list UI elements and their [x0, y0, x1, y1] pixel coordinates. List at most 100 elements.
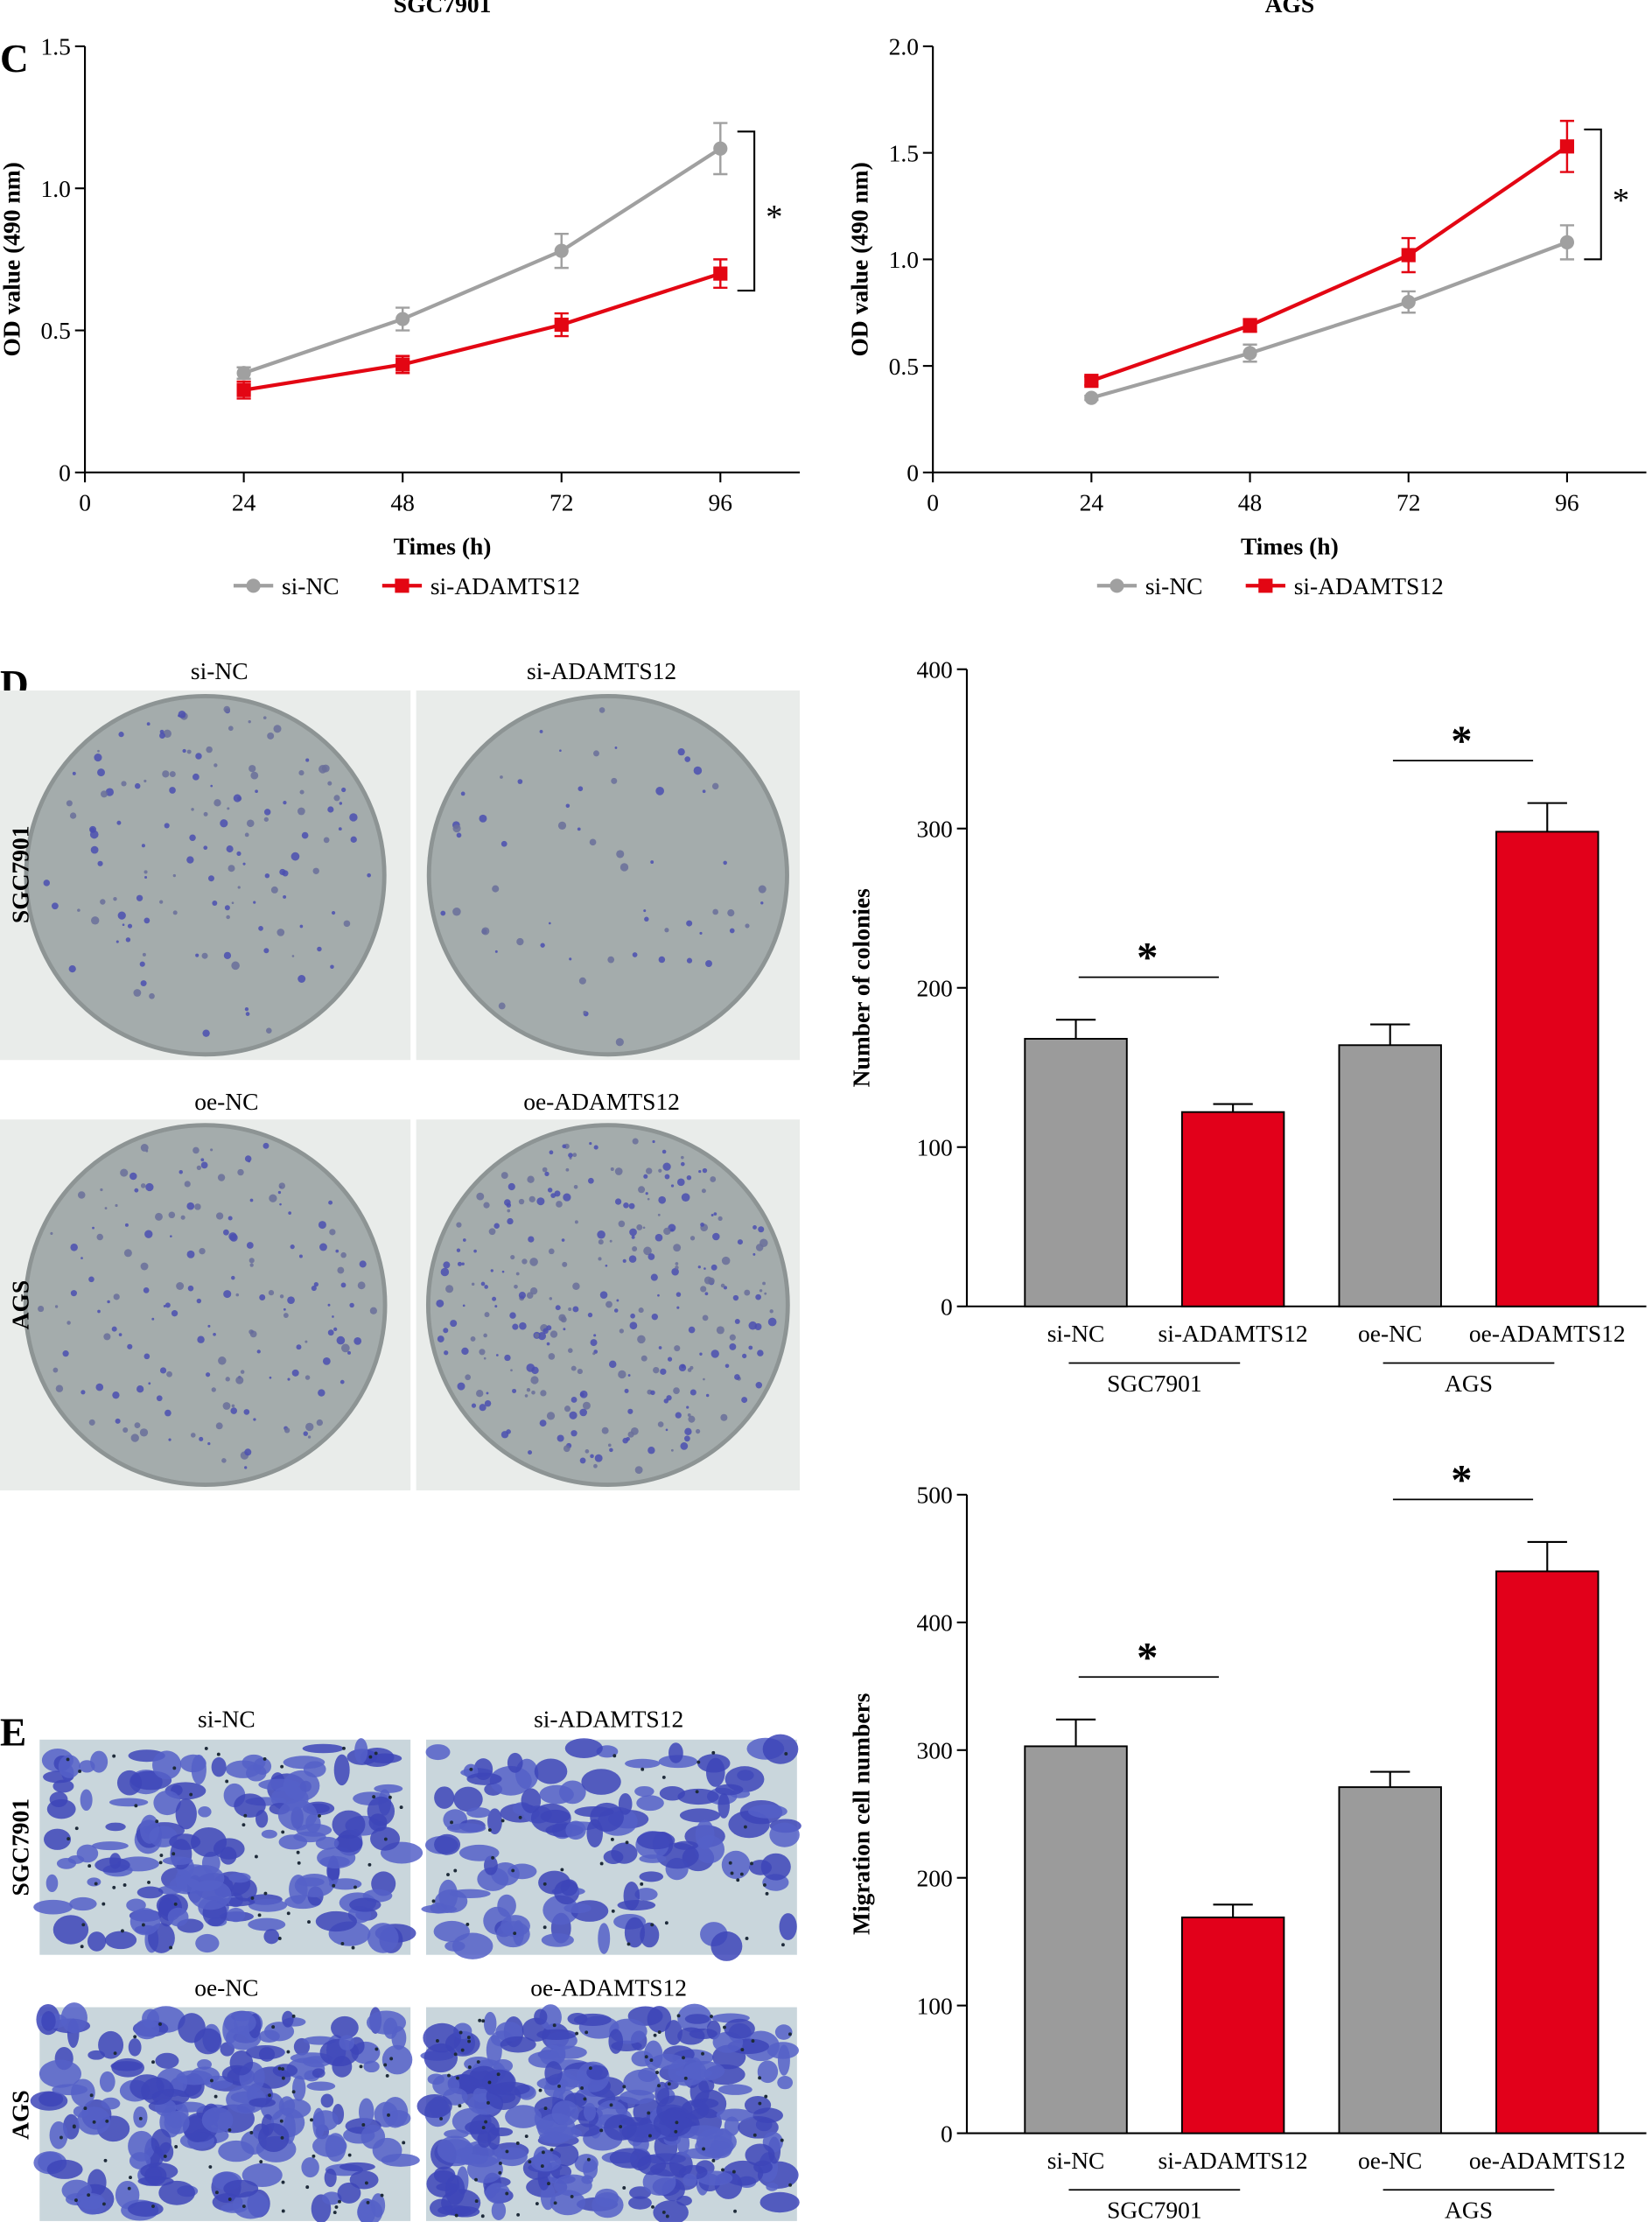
debris — [147, 1880, 150, 1884]
debris — [780, 2138, 784, 2142]
debris — [649, 2058, 654, 2063]
colony-dot — [159, 729, 164, 734]
debris — [657, 2030, 662, 2035]
colony-dot — [579, 1390, 588, 1398]
y-tick-label: 100 — [917, 1992, 953, 2019]
debris — [374, 1751, 378, 1756]
marker — [713, 141, 728, 156]
colony-dot — [359, 1260, 367, 1268]
debris — [611, 1909, 615, 1913]
group-label: SGC7901 — [1107, 1370, 1202, 1397]
debris — [505, 2191, 509, 2196]
colony-dot — [121, 781, 127, 787]
debris — [127, 2186, 131, 2190]
x-tick-label: oe-ADAMTS12 — [1469, 2147, 1626, 2174]
colony-dot — [323, 837, 330, 844]
cell — [722, 2160, 764, 2186]
colony-dot — [96, 1233, 103, 1241]
colony-dot — [634, 1466, 643, 1475]
cell — [681, 2099, 710, 2120]
cell — [175, 1798, 197, 1830]
cell — [466, 1772, 502, 1785]
cell — [258, 2047, 276, 2062]
cell — [444, 2175, 466, 2205]
cell — [611, 1842, 638, 1864]
y-tick-label: 500 — [917, 1482, 953, 1509]
debris — [745, 1937, 749, 1940]
colony-dot — [539, 729, 543, 733]
colony-dot — [480, 1281, 486, 1286]
cell — [437, 2135, 473, 2163]
cell — [367, 1923, 399, 1953]
colony-dot — [607, 956, 615, 964]
cell — [677, 2131, 690, 2155]
marker — [236, 382, 251, 397]
cell — [44, 1828, 72, 1850]
colony-dot — [589, 838, 597, 846]
colony-dot — [168, 1211, 176, 1219]
colony-dot — [94, 753, 102, 762]
colony-dot — [38, 1305, 45, 1313]
debris — [307, 1920, 311, 1924]
debris — [552, 2023, 556, 2028]
colony-dot — [142, 952, 146, 957]
debris — [338, 2199, 341, 2204]
colony-dot — [103, 1333, 111, 1341]
debris — [89, 2093, 94, 2098]
colony-dot — [340, 1251, 346, 1258]
debris — [280, 2135, 284, 2140]
colony-dot — [650, 1273, 658, 1281]
colony-dot — [437, 1335, 444, 1342]
debris — [730, 1871, 734, 1875]
colony-dot — [675, 1265, 679, 1270]
colony-dot — [658, 1168, 662, 1173]
y-tick-label: 100 — [917, 1133, 953, 1160]
debris — [478, 2018, 482, 2022]
debris — [368, 1755, 373, 1759]
colony-dot — [283, 1313, 289, 1318]
colony-dot — [187, 1285, 194, 1292]
y-tick-label: 1.5 — [41, 33, 71, 60]
colony-dot — [115, 1418, 121, 1424]
colony-dot — [608, 1360, 617, 1369]
debris — [372, 1795, 376, 1799]
colony-dot — [340, 1282, 346, 1288]
colony-dot — [650, 1390, 655, 1396]
chart-title: SGC7901 — [394, 0, 492, 18]
colony-dot — [755, 1293, 761, 1300]
colony-dot — [333, 795, 340, 802]
colony-dot — [149, 992, 155, 999]
debris — [695, 1790, 699, 1794]
debris — [622, 2085, 626, 2089]
colony-dot — [593, 750, 599, 757]
debris — [112, 1754, 116, 1758]
colony-dot — [190, 1433, 196, 1438]
colony-dot — [549, 1297, 553, 1300]
colony-dot — [245, 1012, 250, 1016]
colony-dot — [311, 1285, 317, 1292]
colony-dot — [248, 1329, 254, 1335]
colony-dot — [197, 1335, 205, 1343]
colony-dot — [338, 827, 342, 831]
colony-dot — [178, 710, 186, 718]
panel-label: C — [0, 37, 29, 81]
colony-dot — [240, 1370, 245, 1374]
colony-dot — [97, 860, 103, 866]
cell — [315, 1836, 340, 1850]
debris — [214, 2094, 218, 2099]
debris — [216, 1752, 220, 1756]
cell — [99, 2071, 116, 2092]
debris — [310, 2118, 313, 2122]
colony-dot — [598, 707, 606, 713]
debris — [467, 2065, 472, 2070]
colony-dot — [327, 781, 332, 786]
colony-dot — [69, 812, 77, 819]
colony-dot — [590, 1454, 594, 1459]
colony-dot — [606, 1300, 612, 1308]
x-tick-label: 96 — [709, 489, 733, 516]
debris — [740, 2048, 745, 2052]
cell — [60, 2002, 88, 2034]
debris — [277, 1937, 282, 1940]
colony-dot — [486, 1391, 489, 1395]
cell — [564, 1738, 603, 1759]
